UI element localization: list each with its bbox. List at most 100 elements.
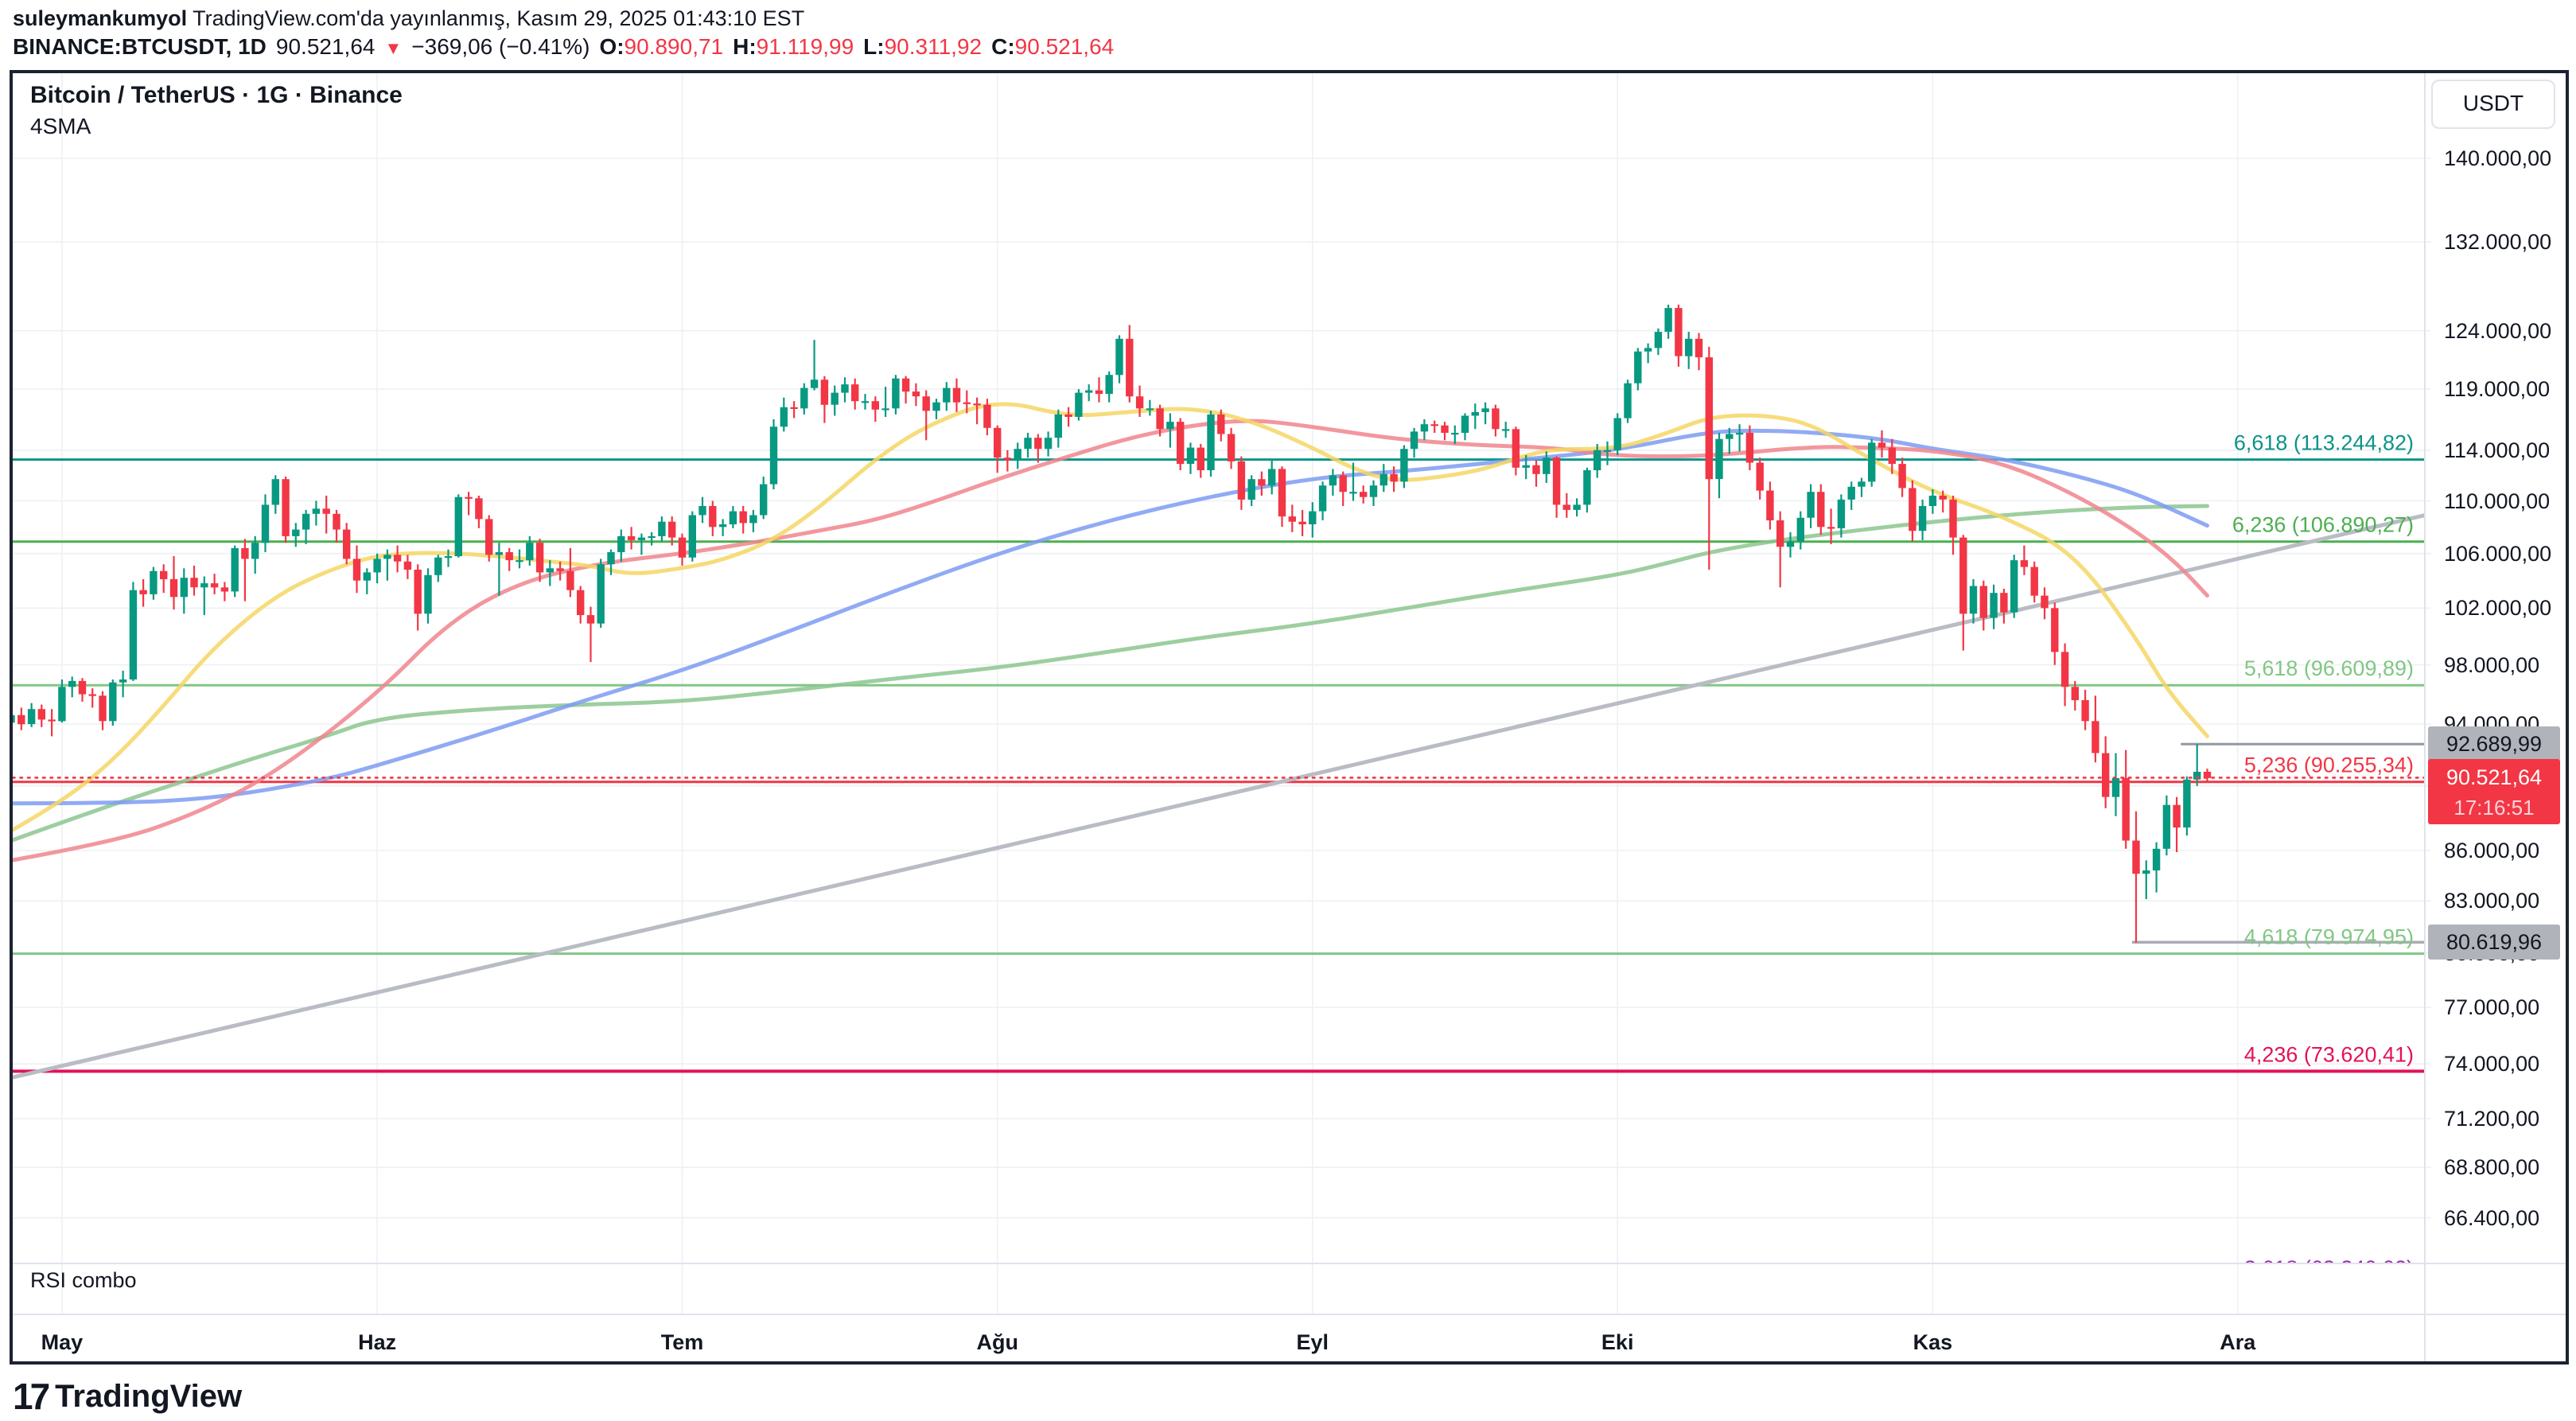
candle-body (2122, 777, 2130, 841)
candle-body (271, 479, 279, 505)
candle-body (1766, 490, 1774, 520)
candle-body (505, 552, 513, 561)
candle-body (861, 401, 870, 403)
candle-body (1827, 527, 1835, 529)
legend-indicator-4sma[interactable]: 4SMA (30, 114, 91, 138)
ma-line-sma100 (13, 428, 2209, 806)
candle-body (1928, 496, 1937, 506)
candle-body (1166, 422, 1174, 430)
price-tick-label: 71.200,00 (2444, 1107, 2540, 1131)
price-tick-label: 114.000,00 (2444, 438, 2551, 462)
candle-body (1705, 357, 1713, 480)
tradingview-logo[interactable]: 17 TradingView (13, 1375, 242, 1418)
fib-level-label: 4,618 (79.974,95) (2244, 925, 2414, 949)
fib-level-label: 6,618 (113.244,82) (2234, 431, 2414, 455)
ohlc-low: L:90.311,92 (863, 34, 983, 59)
chart-card: 6,618 (113.244,82) 6,236 (106.890,27) 5,61… (10, 70, 2569, 1365)
candle-body (556, 568, 564, 571)
candle-body (1156, 408, 1164, 430)
rsi-pane-label[interactable]: RSI combo (30, 1268, 137, 1292)
candle-body (1726, 434, 1734, 439)
candle-body (546, 568, 554, 573)
candle-body (1847, 486, 1855, 500)
candle-body (2162, 804, 2171, 849)
price-change: −369,06 (−0.41%) (411, 34, 590, 59)
candle-body (1583, 470, 1591, 505)
candle-body (963, 402, 971, 404)
candle-body (2142, 870, 2150, 874)
candle-body (1573, 504, 1581, 510)
candle-body (1543, 457, 1551, 474)
candle-body (760, 484, 768, 516)
candle-body (1888, 447, 1896, 464)
candle-body (1258, 479, 1266, 486)
price-tick-label: 140.000,00 (2444, 146, 2552, 170)
candle-body (1685, 338, 1693, 356)
candle-body (790, 407, 798, 409)
candle-body (2000, 593, 2008, 613)
candle-body (1898, 464, 1906, 489)
candle-body (516, 560, 523, 563)
candle-body (892, 378, 900, 409)
chart-legend[interactable]: Bitcoin / TetherUS · 1G · Binance 4SMA (30, 80, 403, 142)
currency-unit-button[interactable]: USDT (2431, 80, 2555, 129)
time-axis-month: Ara (2220, 1330, 2256, 1354)
author-name: suleymankumyol (13, 6, 188, 30)
candle-body (1095, 390, 1103, 395)
candle-body (2102, 753, 2110, 797)
candle-body (607, 552, 615, 565)
candle-body (1644, 348, 1652, 352)
candle-body (1837, 499, 1846, 528)
candle-body (586, 615, 595, 624)
candle-body (1562, 504, 1570, 510)
candle-body (292, 529, 300, 536)
candle-body (922, 396, 930, 411)
candle-body (1360, 492, 1368, 497)
candle-body (1502, 429, 1510, 431)
candle-body (1990, 593, 1998, 618)
candle-body (1339, 475, 1347, 492)
price-chart-canvas[interactable]: 6,618 (113.244,82) 6,236 (106.890,27) 5,61… (13, 73, 2566, 1361)
candle-body (1390, 473, 1398, 482)
candle-body (1959, 537, 1967, 614)
candle-body (363, 572, 371, 581)
candle-body (1410, 431, 1418, 450)
candle-body (973, 403, 981, 406)
candle-body (718, 524, 727, 528)
candle-body (475, 498, 483, 520)
candle-body (901, 378, 910, 392)
fib-level-label: 5,618 (96.609,89) (2244, 656, 2414, 680)
candle-body (322, 508, 330, 514)
candle-body (1461, 415, 1469, 433)
bar-countdown: 17:16:51 (2453, 796, 2535, 820)
candle-body (302, 513, 310, 530)
tradingview-mark-icon: 17 (13, 1376, 50, 1417)
candle-body (2071, 687, 2079, 700)
price-tick-label: 77.000,00 (2444, 995, 2540, 1019)
candle-body (18, 714, 25, 725)
candle-body (109, 682, 117, 722)
time-axis-month: Ağu (976, 1330, 1018, 1354)
candle-body (78, 680, 87, 695)
candle-body (1593, 450, 1601, 470)
candle-body (627, 535, 636, 540)
candle-body (129, 590, 138, 679)
candle-body (1369, 485, 1378, 497)
candle-body (810, 380, 819, 388)
candle-body (88, 694, 96, 696)
candle-body (1786, 541, 1795, 547)
candle-body (820, 380, 829, 405)
candle-body (1675, 308, 1683, 356)
candle-body (831, 392, 839, 405)
legend-symbol-title[interactable]: Bitcoin / TetherUS · 1G · Binance (30, 82, 403, 108)
candle-body (1807, 492, 1815, 518)
candle-body (1400, 449, 1408, 482)
candle-body (1603, 450, 1612, 452)
candle-body (190, 578, 198, 588)
price-tick-label: 83.000,00 (2444, 889, 2540, 913)
candle-body (160, 570, 168, 579)
candle-body (1715, 438, 1723, 480)
candle-body (709, 506, 717, 528)
candle-body (2173, 804, 2181, 828)
price-tick-label: 102.000,00 (2444, 596, 2552, 620)
